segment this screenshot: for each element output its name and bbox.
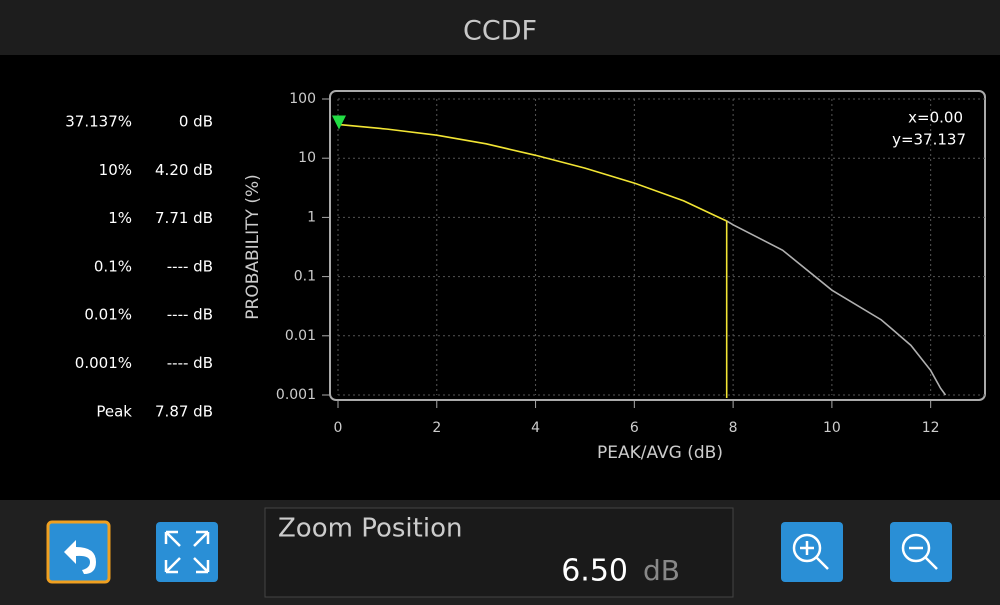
back-icon	[64, 540, 96, 574]
stat-label: 0.001%	[75, 354, 132, 372]
header-title: CCDF	[463, 16, 537, 47]
y-tick-label: 1	[307, 209, 316, 225]
expand-icon	[164, 530, 210, 574]
plot-frame	[329, 90, 986, 401]
x-tick-label: 10	[823, 420, 841, 436]
y-tick-label: 0.001	[276, 387, 316, 403]
stat-value: 0 dB	[179, 113, 213, 131]
stat-label: 10%	[99, 161, 132, 179]
y-tick-label: 100	[289, 91, 316, 107]
cursor-x: x=0.00	[908, 109, 963, 127]
stat-value: ---- dB	[167, 257, 213, 275]
back-button[interactable]	[46, 520, 111, 584]
zoom-unit: dB	[643, 554, 680, 587]
zoom-in-button[interactable]	[781, 522, 843, 582]
y-axis-label: PROBABILITY (%)	[243, 174, 263, 320]
x-tick-label: 6	[630, 420, 639, 436]
button-bg[interactable]	[156, 522, 218, 582]
x-tick-label: 12	[922, 420, 940, 436]
x-tick-label: 0	[334, 420, 343, 436]
ccdf-line	[337, 123, 728, 222]
zoom-value[interactable]: 6.50	[561, 554, 628, 589]
stat-value: 4.20 dB	[155, 161, 213, 179]
stat-label: 1%	[108, 209, 132, 227]
stat-label: 37.137%	[65, 113, 132, 131]
zoom-in-icon	[792, 533, 822, 563]
zoom-label: Zoom Position	[278, 514, 462, 544]
y-tick-label: 0.1	[294, 269, 316, 285]
zoom-out-icon	[909, 546, 938, 570]
stat-value: 7.87 dB	[155, 402, 213, 420]
x-tick-label: 8	[729, 420, 738, 436]
stat-value: 7.71 dB	[155, 209, 213, 227]
button-bg[interactable]	[890, 522, 952, 582]
stat-label: 0.1%	[94, 257, 132, 275]
fullscreen-button[interactable]	[156, 522, 218, 582]
header-bar	[0, 0, 1000, 55]
zoom-panel	[264, 507, 734, 598]
button-bg[interactable]	[781, 522, 843, 582]
stat-value: ---- dB	[167, 354, 213, 372]
x-axis-label: PEAK/AVG (dB)	[597, 443, 723, 463]
cursor-marker	[332, 115, 346, 130]
stat-value: ---- dB	[167, 306, 213, 324]
cursor-y: y=37.137	[892, 131, 966, 149]
x-tick-label: 2	[432, 420, 441, 436]
y-tick-label: 10	[298, 150, 316, 166]
zoom-out-icon	[901, 533, 931, 563]
zoom-in-icon	[800, 541, 829, 570]
zoom-out-button[interactable]	[890, 522, 952, 582]
x-tick-label: 4	[531, 420, 540, 436]
stat-label: Peak	[96, 402, 132, 420]
ccdf-line	[726, 220, 947, 396]
y-tick-label: 0.01	[285, 328, 316, 344]
stat-label: 0.01%	[84, 306, 132, 324]
